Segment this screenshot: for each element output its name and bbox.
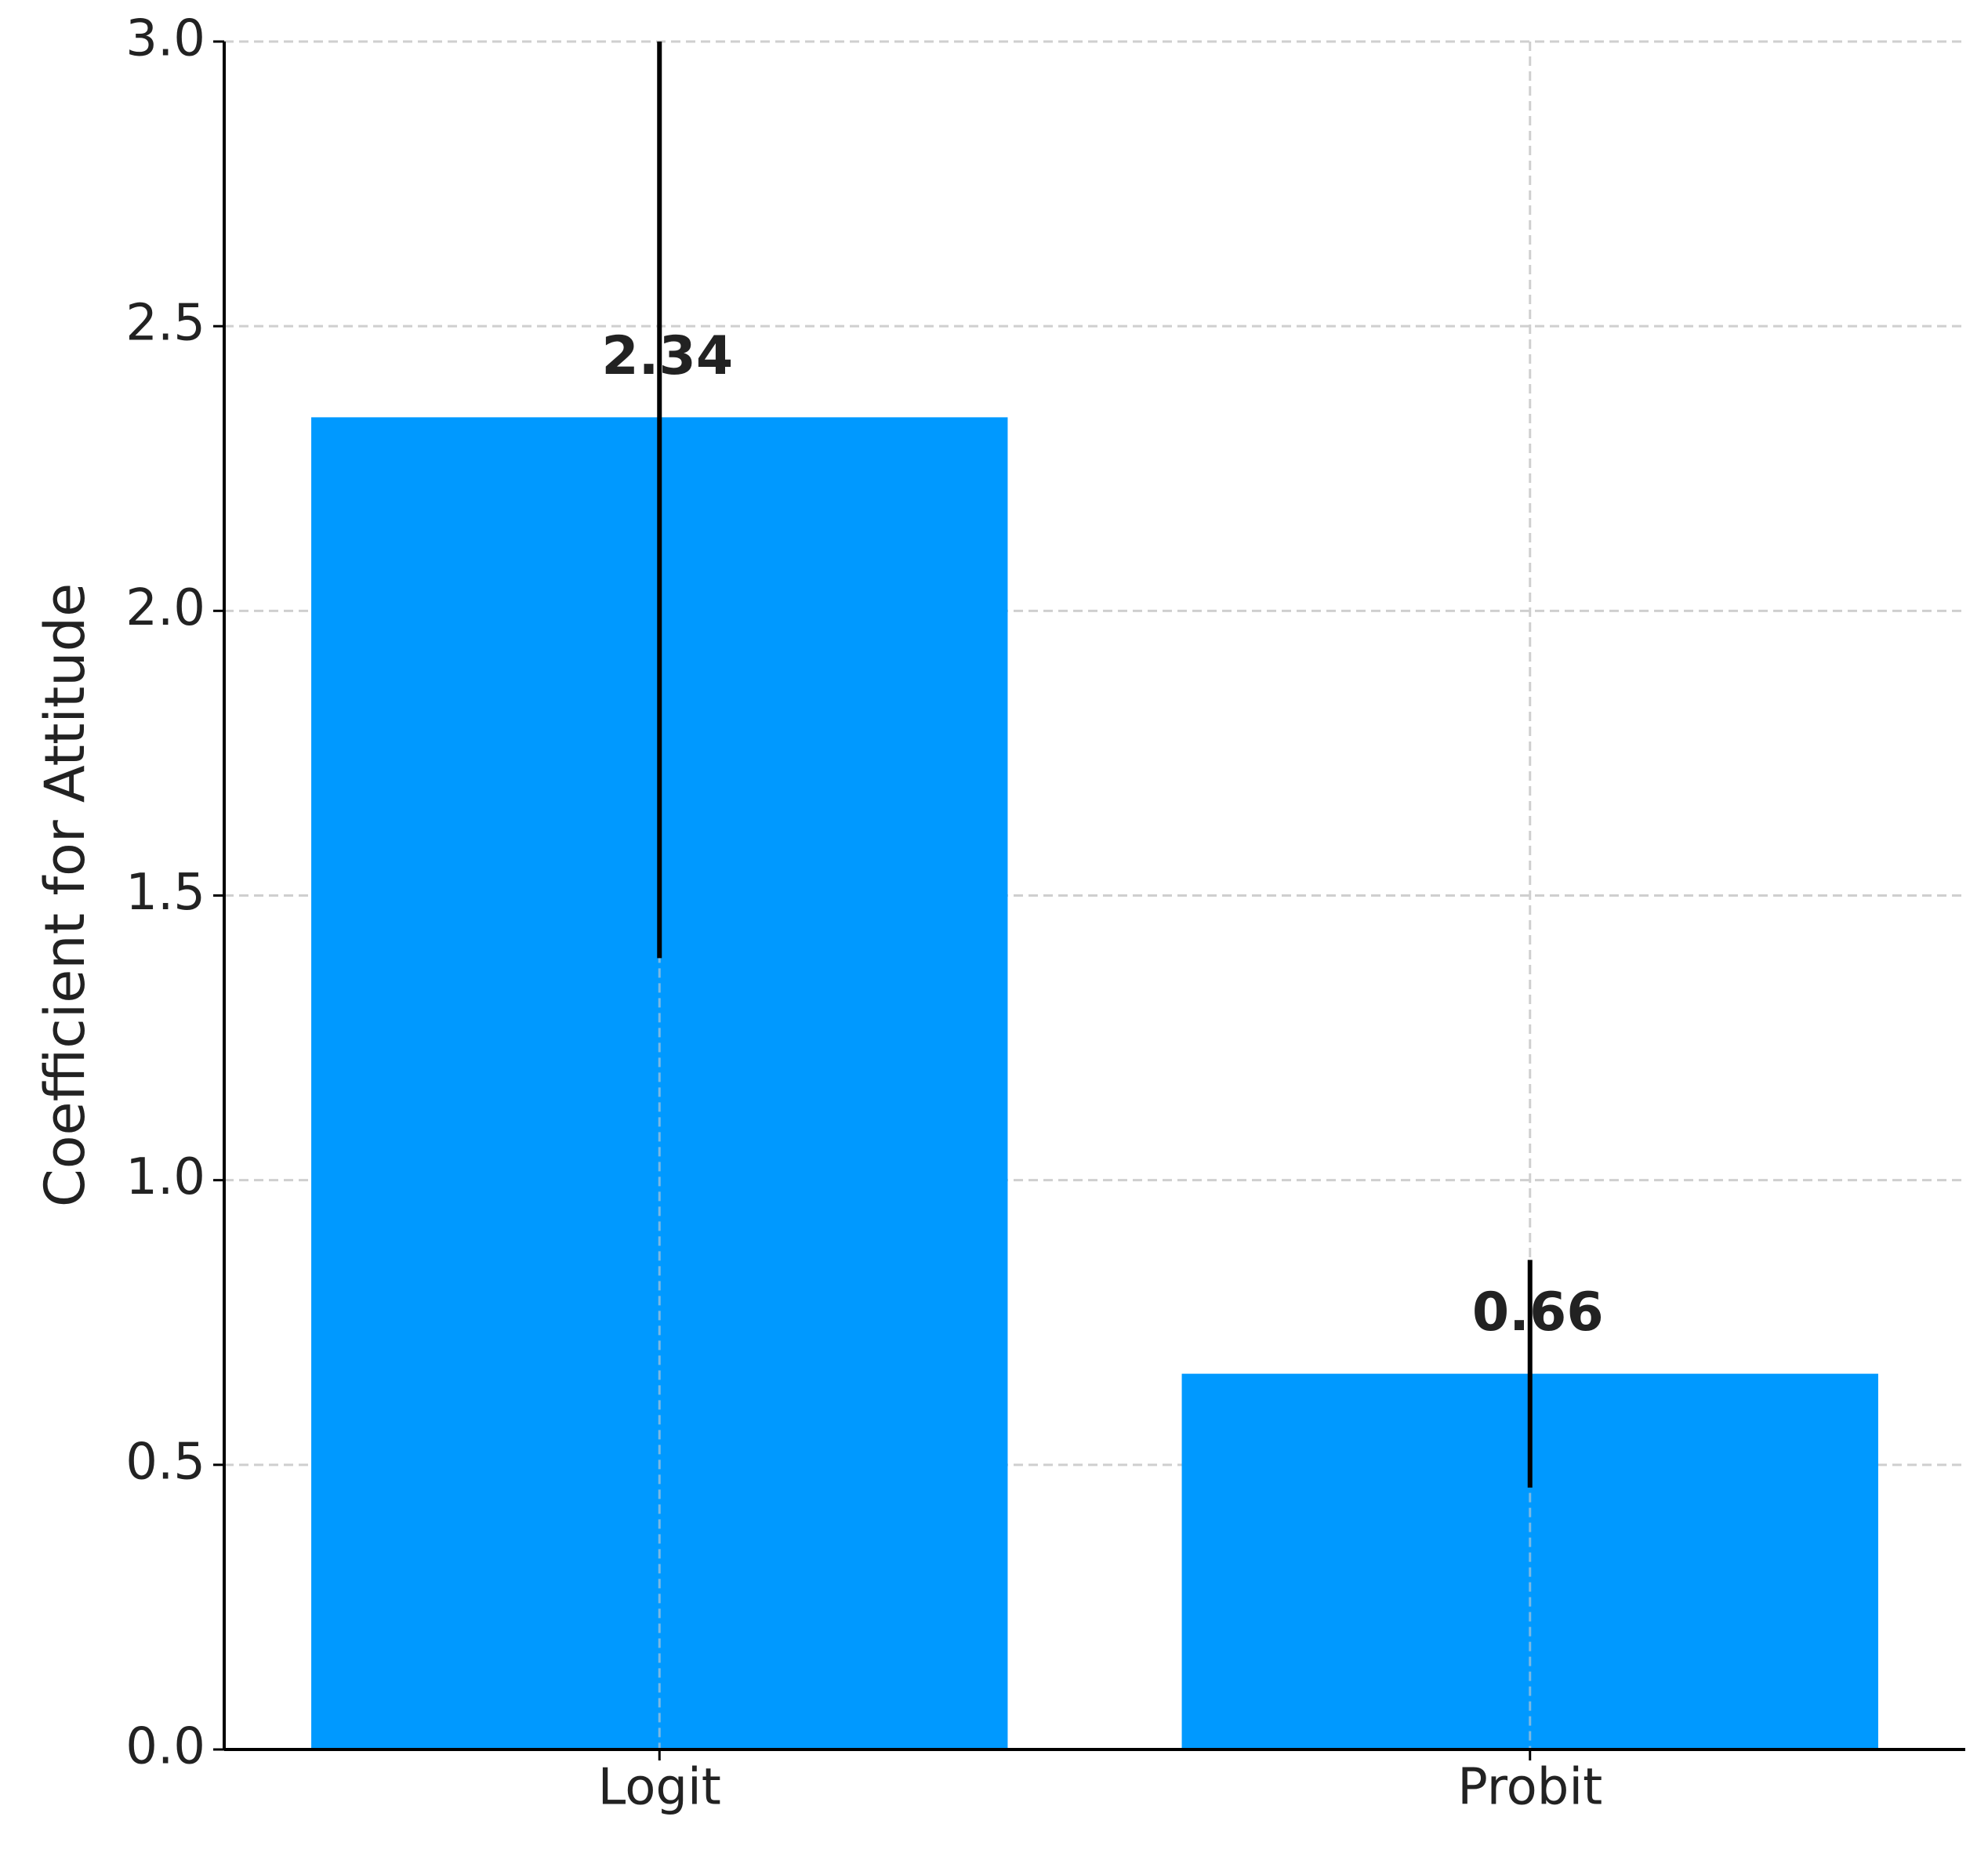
y-tick-label: 0.0 — [125, 1718, 205, 1776]
x-tick-label: Probit — [1457, 1759, 1602, 1817]
y-tick-label: 1.5 — [125, 864, 205, 922]
y-axis-label: Coefficient for Attitude — [33, 583, 97, 1207]
y-tick-label: 3.0 — [125, 10, 205, 68]
value-label: 0.66 — [1472, 1282, 1604, 1343]
value-label: 2.34 — [601, 325, 733, 387]
y-tick-label: 1.0 — [125, 1148, 205, 1206]
y-tick-label: 2.0 — [125, 579, 205, 637]
x-tick-label: Logit — [598, 1759, 721, 1817]
plot-area — [311, 42, 1878, 1749]
y-tick-label: 2.5 — [125, 295, 205, 353]
y-tick-label: 0.5 — [125, 1433, 205, 1491]
